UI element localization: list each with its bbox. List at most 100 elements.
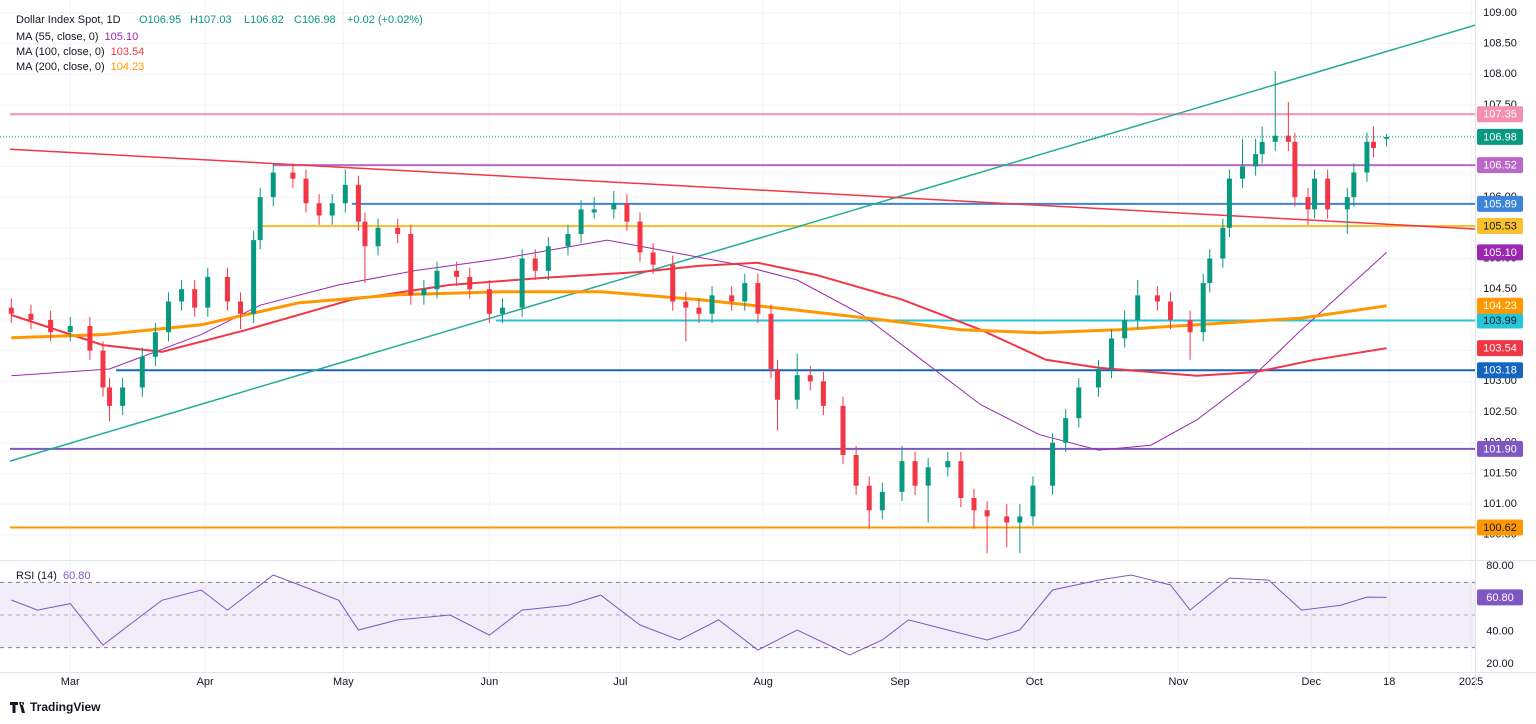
candle-body <box>257 197 263 241</box>
x-tick-label: 18 <box>1383 676 1395 688</box>
candle-body <box>1030 485 1036 517</box>
price-label-box <box>1477 157 1523 174</box>
y-tick-label: 20.00 <box>1486 658 1514 670</box>
candle-body <box>899 461 905 492</box>
candle-body <box>729 295 735 302</box>
candle-body <box>179 289 185 302</box>
candle-body <box>578 209 584 234</box>
candle-body <box>303 178 309 204</box>
price-label-box <box>1477 244 1523 261</box>
candle-body <box>316 203 322 216</box>
candle-body <box>454 270 460 277</box>
legend-name: MA (100, close, 0) <box>16 46 105 58</box>
candle-body <box>945 461 951 468</box>
price-label: 60.80 <box>1486 592 1514 604</box>
x-tick-label: Oct <box>1026 676 1043 688</box>
candle-body <box>8 307 14 314</box>
price-label: 100.62 <box>1483 522 1517 534</box>
candle-body <box>120 387 126 406</box>
candle-body <box>958 461 964 498</box>
y-tick-label: 102.50 <box>1483 406 1517 418</box>
candle-body <box>624 203 630 222</box>
candle-body <box>1292 141 1298 198</box>
legend-value: 60.80 <box>63 570 91 582</box>
price-label: 103.99 <box>1483 315 1517 327</box>
logo-text[interactable]: TradingView <box>30 700 101 714</box>
candle-body <box>1259 141 1265 155</box>
candle-body <box>67 326 73 333</box>
legend-name: MA (55, close, 0) <box>16 31 99 43</box>
candle-body <box>709 295 715 314</box>
x-tick-label: May <box>333 676 354 688</box>
ohlc-low: L106.82 <box>244 14 284 26</box>
price-label: 103.54 <box>1483 343 1517 355</box>
symbol-title: Dollar Index Spot, 1D <box>16 14 121 26</box>
candle-body <box>1004 516 1010 523</box>
candle-body <box>434 270 440 290</box>
candle-body <box>87 326 93 351</box>
legend: Dollar Index Spot, 1D O106.95 H107.03 L1… <box>16 14 423 582</box>
candle-body <box>139 356 145 388</box>
price-label-box <box>1477 589 1523 606</box>
candle-body <box>362 221 368 247</box>
price-label: 106.52 <box>1483 160 1517 172</box>
candle-body <box>342 184 348 204</box>
candle-body <box>238 301 244 314</box>
candle-body <box>1200 283 1206 333</box>
candle-body <box>1207 258 1213 284</box>
price-label: 106.98 <box>1483 131 1517 143</box>
x-tick-label: Nov <box>1169 676 1189 688</box>
candle-body <box>794 375 800 400</box>
candle-body <box>1384 136 1390 139</box>
candle-body <box>1226 178 1232 228</box>
candle-body <box>395 227 401 234</box>
candle-body <box>1370 141 1376 148</box>
price-label-box <box>1477 312 1523 329</box>
candle-body <box>519 258 525 308</box>
candle-body <box>467 276 473 290</box>
y-tick-label: 109.00 <box>1483 7 1517 19</box>
candle-body <box>205 276 211 308</box>
rsi-line <box>11 574 1387 656</box>
ohlc-high: H107.03 <box>190 14 232 26</box>
candle-body <box>611 203 617 210</box>
price-label: 103.18 <box>1483 365 1517 377</box>
x-tick-label: Apr <box>197 676 214 688</box>
candle-body <box>755 283 761 314</box>
x-tick-label: Dec <box>1301 676 1321 688</box>
trend-line <box>9 24 1475 462</box>
candle-body <box>853 455 859 486</box>
candle-body <box>1135 295 1141 320</box>
candle-body <box>48 319 54 333</box>
ohlc-open: O106.95 <box>139 14 181 26</box>
branding[interactable]: TradingView <box>10 700 101 714</box>
candle-body <box>1344 197 1350 210</box>
candle-body <box>768 313 774 370</box>
candle-body <box>1167 301 1173 320</box>
x-tick-label: Aug <box>753 676 773 688</box>
legend-name: RSI (14) <box>16 570 57 582</box>
legend-name: MA (200, close, 0) <box>16 61 105 73</box>
candle-body <box>270 172 276 198</box>
x-tick-label: Jun <box>481 676 499 688</box>
price-label: 101.90 <box>1483 443 1517 455</box>
candle-body <box>1109 338 1115 370</box>
candle-body <box>545 246 551 271</box>
y-tick-label: 104.50 <box>1483 283 1517 295</box>
candle-body <box>224 276 230 302</box>
candle-body <box>192 289 198 308</box>
candle-body <box>1272 135 1278 142</box>
candle-body <box>100 350 106 388</box>
candle-body <box>866 485 872 511</box>
candle-body <box>971 497 977 511</box>
candle-body <box>290 172 296 179</box>
candle-body <box>165 301 171 333</box>
candle-body <box>650 252 656 265</box>
x-tick-label: Jul <box>613 676 627 688</box>
candle-body <box>840 405 846 455</box>
ohlc-change: +0.02 (+0.02%) <box>347 14 423 26</box>
price-label: 107.35 <box>1483 109 1517 121</box>
price-label-box <box>1477 297 1523 314</box>
